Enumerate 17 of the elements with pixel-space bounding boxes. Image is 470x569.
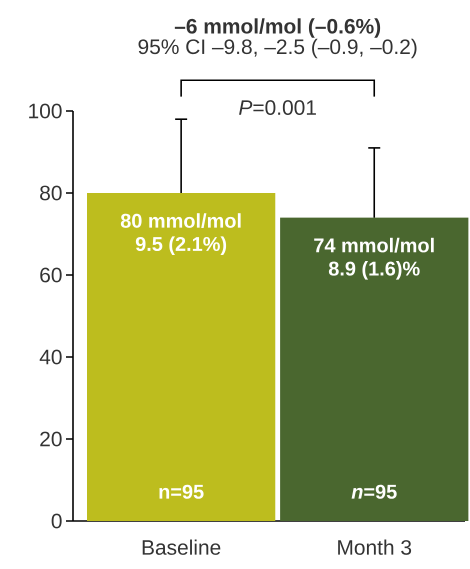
data-label: 80 mmol/mol — [120, 213, 241, 228]
y-tick-label: 100 — [29, 104, 62, 118]
annotation: 8.9 (1.6)% — [328, 261, 420, 280]
x-tick-label: Month 3 — [338, 540, 412, 555]
annotation: n=95 — [352, 484, 397, 499]
y-tick-label: 0 — [52, 514, 62, 528]
chart-subtitle: 95% CI –9.8, –2.5 (–0.9, –0.2) — [138, 38, 417, 58]
chart-title: –6 mmol/mol (–0.6%) — [174, 18, 380, 38]
y-tick-label: 20 — [40, 432, 62, 446]
annotation: n=95 — [159, 484, 204, 499]
y-tick-label: 40 — [40, 350, 62, 364]
annotation: P=0.001 — [239, 100, 316, 115]
y-tick-label: 80 — [40, 186, 62, 200]
y-tick-label: 60 — [40, 268, 62, 282]
x-tick-label: Baseline — [142, 540, 220, 555]
data-label: 74 mmol/mol — [314, 238, 434, 253]
annotation: 9.5 (2.1%) — [136, 236, 226, 256]
